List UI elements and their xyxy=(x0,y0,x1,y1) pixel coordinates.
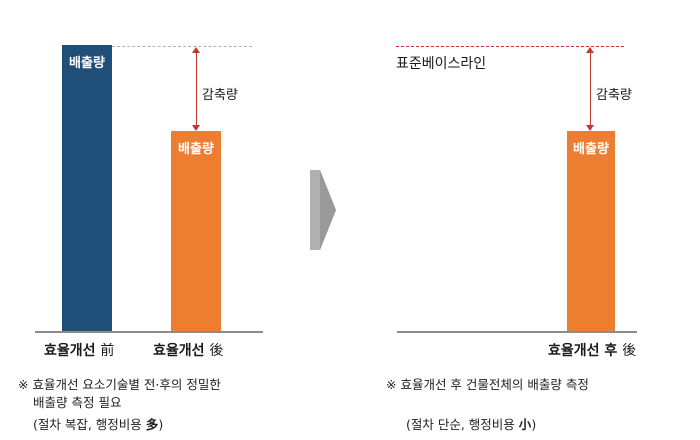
left-note-line2: 배출량 측정 필요 xyxy=(33,395,122,410)
reduction-arrow-down-icon xyxy=(192,125,200,131)
reduction-label: 감축량 xyxy=(202,88,238,103)
xlabel-after: 효율개선 後 xyxy=(153,340,223,360)
right-reduction-arrow-up-icon xyxy=(586,47,594,53)
right-note-line1: ※ 효율개선 후 건물전체의 배출량 측정 xyxy=(386,377,589,392)
bar-right xyxy=(567,131,615,332)
left-note-paren: (절차 복잡, 행정비용 多) xyxy=(33,414,163,433)
right-note-paren: (절차 단순, 행정비용 小) xyxy=(406,414,536,433)
bar-right-label: 배출량 xyxy=(573,142,609,157)
right-reduction-arrow-down-icon xyxy=(586,125,594,131)
xlabel-before-hanja: 前 xyxy=(100,343,115,359)
left-axis-baseline xyxy=(35,331,263,333)
xlabel-right-hanja: 後 xyxy=(622,343,637,359)
right-note-paren-text: (절차 단순, 행정비용 xyxy=(406,417,515,432)
before-level-dashed-line xyxy=(112,46,252,47)
bar-before xyxy=(62,45,112,332)
bar-after xyxy=(171,131,221,332)
xlabel-right: 효율개선 후 後 xyxy=(548,340,636,360)
reduction-arrow-up-icon xyxy=(192,47,200,53)
xlabel-after-hanja: 後 xyxy=(209,343,224,359)
right-reduction-label: 감축량 xyxy=(596,88,632,103)
standard-baseline-line xyxy=(396,46,624,47)
xlabel-before: 효율개선 前 xyxy=(44,340,114,360)
standard-baseline-label: 표준베이스라인 xyxy=(396,56,487,72)
right-axis-baseline xyxy=(397,331,637,333)
left-note-paren-close: ) xyxy=(158,417,164,432)
xlabel-right-text: 효율개선 후 xyxy=(548,343,618,359)
transition-arrow-icon xyxy=(310,170,336,250)
bar-before-label: 배출량 xyxy=(69,56,105,71)
xlabel-after-text: 효율개선 xyxy=(153,343,205,359)
xlabel-before-text: 효율개선 xyxy=(44,343,96,359)
right-note-paren-close: ) xyxy=(531,417,537,432)
bar-after-label: 배출량 xyxy=(178,142,214,157)
right-note-paren-emph: 小 xyxy=(518,417,532,432)
left-note-paren-text: (절차 복잡, 행정비용 xyxy=(33,417,142,432)
left-note-paren-emph: 多 xyxy=(145,417,159,432)
left-note-line1: ※ 효율개선 요소기술별 전·후의 정밀한 xyxy=(18,377,221,392)
reduction-arrow-line xyxy=(196,52,197,126)
right-reduction-arrow-line xyxy=(590,52,591,126)
